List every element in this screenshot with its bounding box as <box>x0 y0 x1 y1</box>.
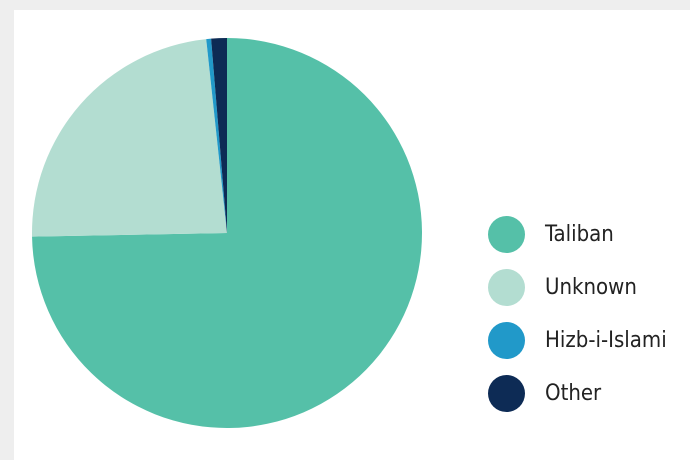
legend-label: Hizb-i-Islami <box>545 328 667 353</box>
pie-slice-taliban <box>32 38 423 429</box>
chart-card: Taliban Unknown Hizb-i-Islami Other <box>14 10 690 460</box>
legend-label: Unknown <box>545 275 637 300</box>
legend-label: Taliban <box>545 222 614 247</box>
legend-label: Other <box>545 381 602 406</box>
pie-slice-hizb-i-islami <box>206 38 227 233</box>
legend-swatch <box>488 216 525 253</box>
legend-item-unknown: Unknown <box>488 261 667 314</box>
legend-swatch <box>488 375 525 412</box>
pie-slice-unknown <box>32 39 227 237</box>
chart-legend: Taliban Unknown Hizb-i-Islami Other <box>488 208 667 420</box>
legend-swatch <box>488 269 525 306</box>
legend-item-other: Other <box>488 367 667 420</box>
legend-swatch <box>488 322 525 359</box>
pie-slice-other <box>211 38 227 233</box>
legend-item-taliban: Taliban <box>488 208 667 261</box>
legend-item-hizb-i-islami: Hizb-i-Islami <box>488 314 667 367</box>
pie-chart <box>32 38 423 429</box>
